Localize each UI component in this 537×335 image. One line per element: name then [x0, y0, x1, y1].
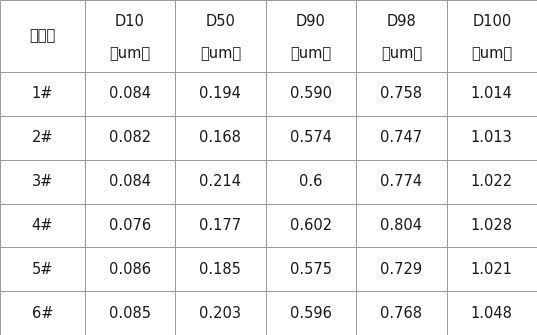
Text: 0.194: 0.194: [199, 86, 241, 102]
Text: 6#: 6#: [32, 306, 53, 321]
Text: （um）: （um）: [200, 47, 241, 62]
Text: 0.177: 0.177: [199, 218, 242, 233]
Text: 0.747: 0.747: [380, 130, 423, 145]
Text: D90: D90: [296, 14, 326, 29]
Text: 0.804: 0.804: [380, 218, 422, 233]
Text: （um）: （um）: [471, 47, 512, 62]
Text: D98: D98: [387, 14, 416, 29]
Text: 3#: 3#: [32, 174, 53, 189]
Text: 0.086: 0.086: [109, 262, 151, 277]
Text: 0.085: 0.085: [109, 306, 151, 321]
Text: 1.014: 1.014: [471, 86, 513, 102]
Text: 0.768: 0.768: [380, 306, 422, 321]
Text: 0.602: 0.602: [290, 218, 332, 233]
Text: 0.185: 0.185: [199, 262, 241, 277]
Text: （um）: （um）: [381, 47, 422, 62]
Text: 2#: 2#: [32, 130, 53, 145]
Text: （um）: （um）: [291, 47, 331, 62]
Text: 0.596: 0.596: [290, 306, 332, 321]
Text: 1.048: 1.048: [471, 306, 513, 321]
Text: 1.022: 1.022: [471, 174, 513, 189]
Text: 0.084: 0.084: [109, 86, 151, 102]
Text: 0.574: 0.574: [290, 130, 332, 145]
Text: 0.084: 0.084: [109, 174, 151, 189]
Text: 5#: 5#: [32, 262, 53, 277]
Text: 0.774: 0.774: [380, 174, 423, 189]
Text: 1.013: 1.013: [471, 130, 513, 145]
Text: 0.214: 0.214: [199, 174, 242, 189]
Text: 0.590: 0.590: [290, 86, 332, 102]
Text: 0.076: 0.076: [109, 218, 151, 233]
Text: 0.758: 0.758: [380, 86, 422, 102]
Text: 0.082: 0.082: [109, 130, 151, 145]
Text: （um）: （um）: [110, 47, 150, 62]
Text: 0.575: 0.575: [290, 262, 332, 277]
Text: 0.6: 0.6: [299, 174, 323, 189]
Text: 0.729: 0.729: [380, 262, 423, 277]
Text: 1.021: 1.021: [471, 262, 513, 277]
Text: 1#: 1#: [32, 86, 53, 102]
Text: D50: D50: [206, 14, 235, 29]
Text: D10: D10: [115, 14, 145, 29]
Text: 1.028: 1.028: [471, 218, 513, 233]
Text: 4#: 4#: [32, 218, 53, 233]
Text: 0.203: 0.203: [199, 306, 242, 321]
Text: D100: D100: [472, 14, 511, 29]
Text: 0.168: 0.168: [199, 130, 241, 145]
Text: 试验号: 试验号: [29, 28, 55, 44]
